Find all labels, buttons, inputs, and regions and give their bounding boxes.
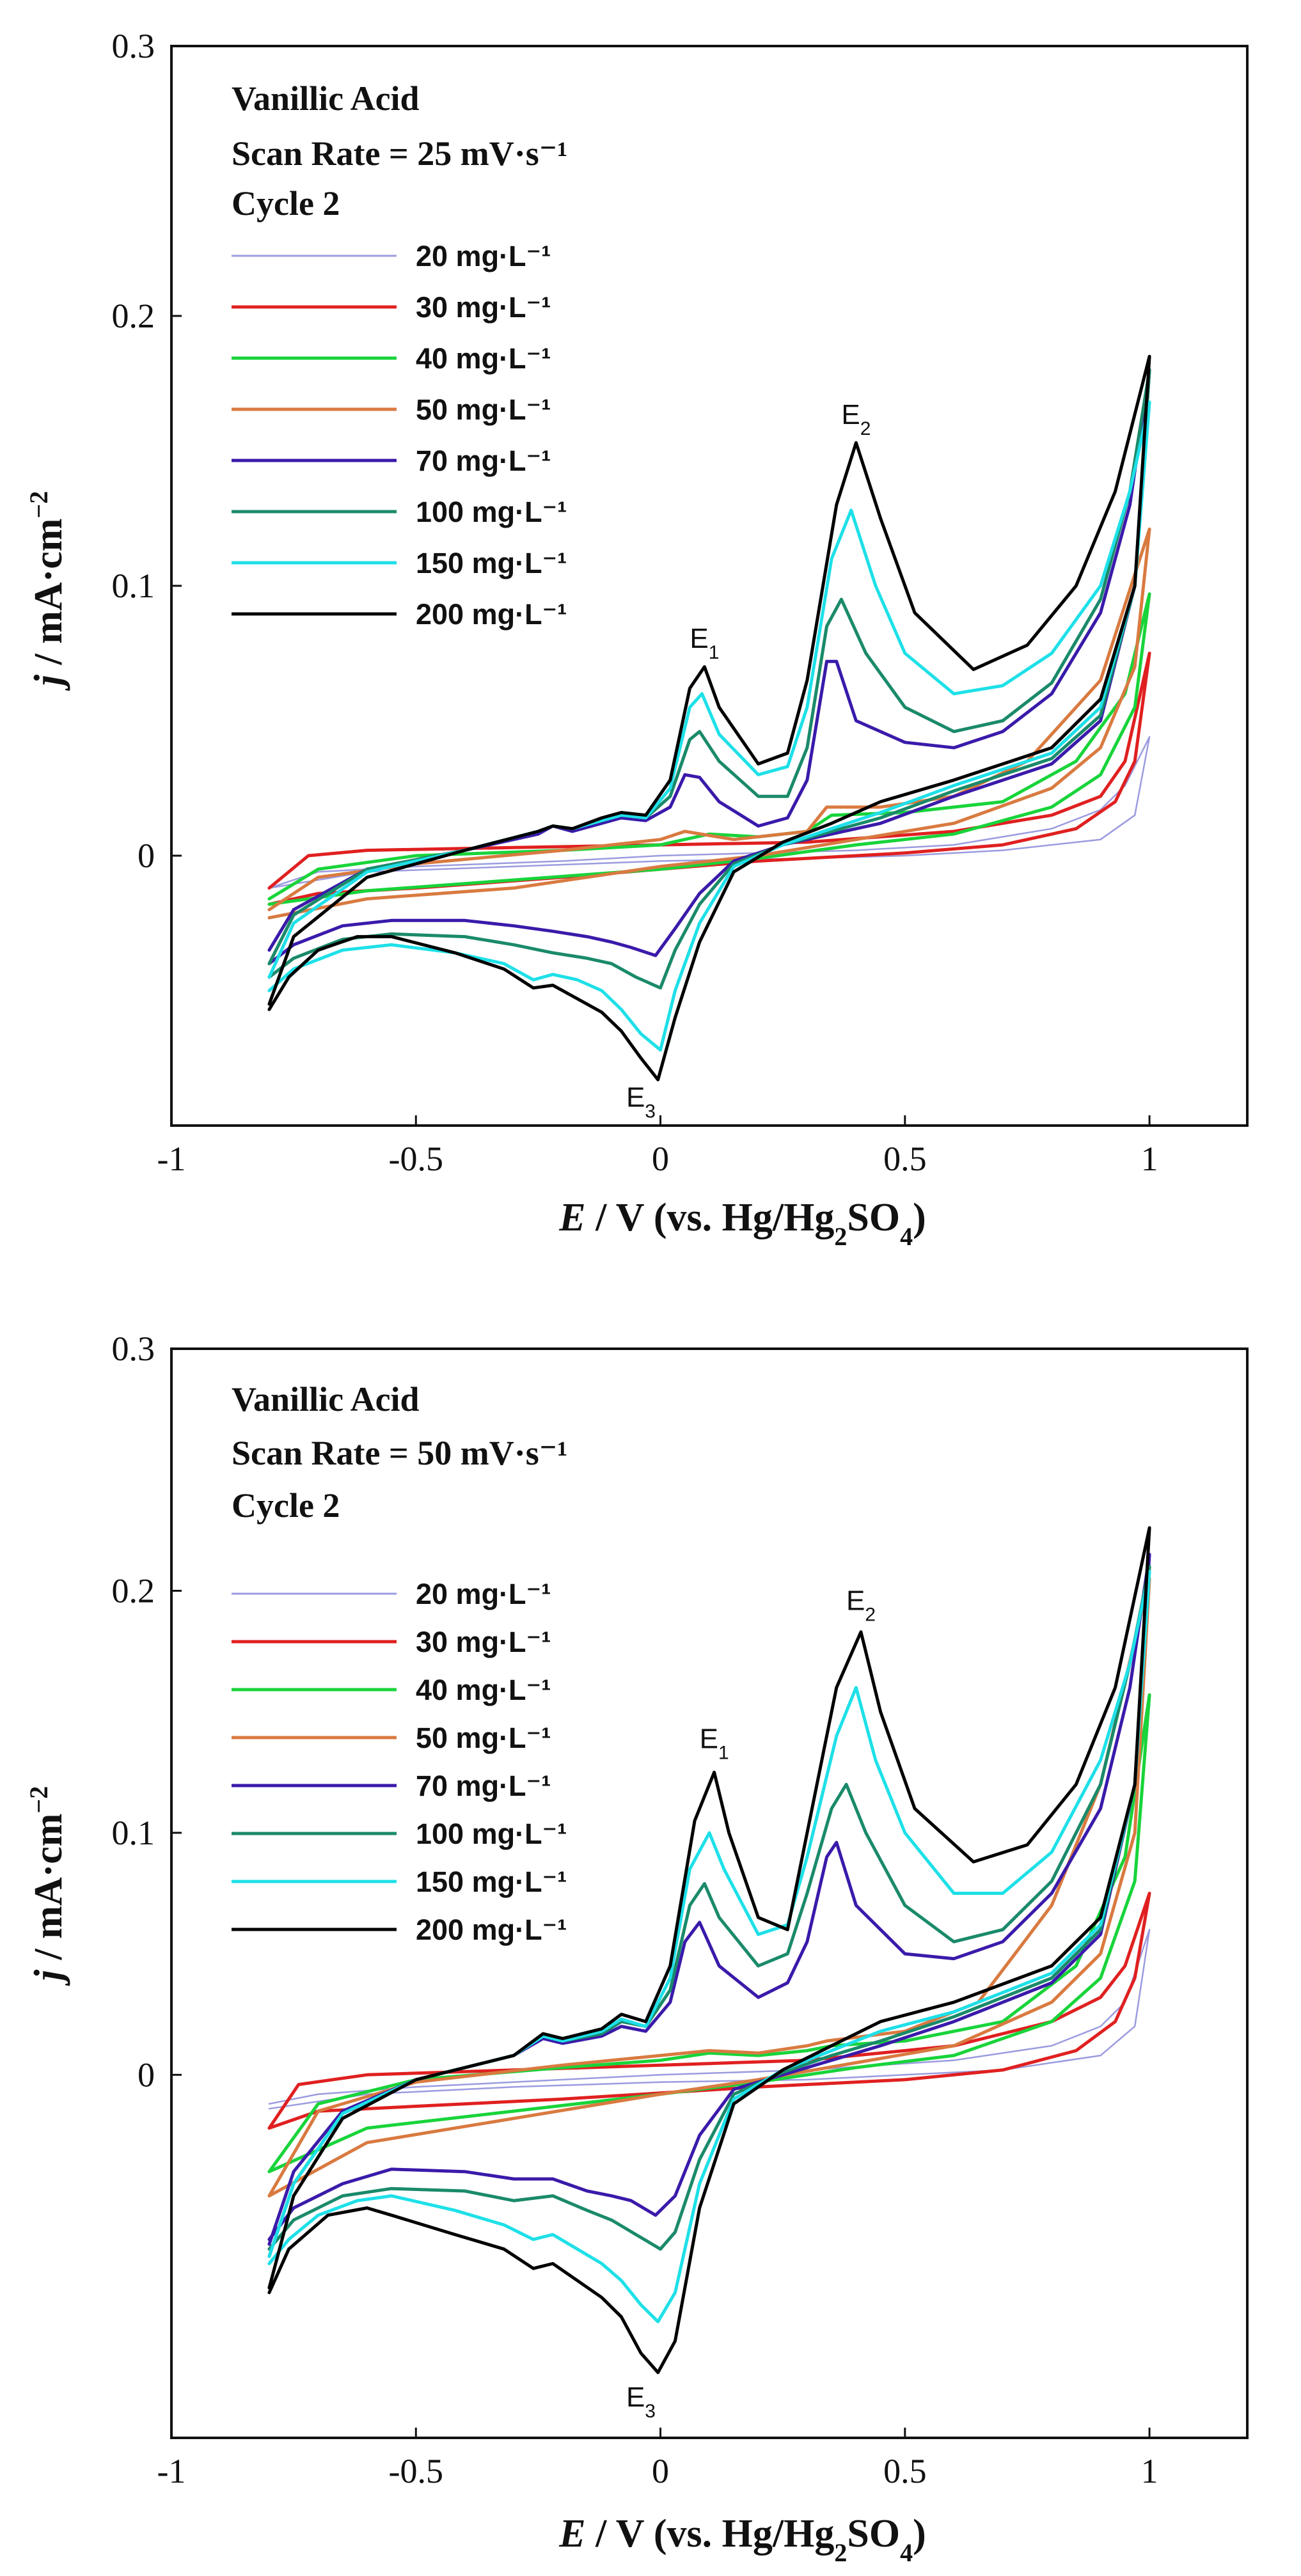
x-tick-label: -0.5 <box>389 2452 443 2490</box>
x-axis-ticks: -1 -0.5 0 0.5 1 <box>157 1115 1158 1178</box>
legend-label-8: 200 mg·L⁻¹ <box>416 598 567 631</box>
legend-label-2: 30 mg·L⁻¹ <box>416 291 551 324</box>
legend-label-7: 150 mg·L⁻¹ <box>416 547 567 579</box>
series-line-8 <box>267 354 1151 1081</box>
legend-label-2: 30 mg·L⁻¹ <box>416 1626 551 1658</box>
x-axis-title-mid: SO <box>847 1196 900 1239</box>
y-tick-label: 0.1 <box>112 567 155 605</box>
x-tick-label: 1 <box>1141 2452 1158 2490</box>
y-tick-label: 0.2 <box>112 297 155 335</box>
plot-frame <box>170 1347 1249 2439</box>
series-line-4 <box>267 1577 1151 2198</box>
legend-label-1: 20 mg·L⁻¹ <box>416 240 551 272</box>
x-axis-title-symbol: E <box>558 2512 585 2556</box>
curve-layer <box>267 354 1151 1081</box>
series-line-5 <box>267 1553 1151 2246</box>
series-line-8 <box>267 1526 1151 2375</box>
y-axis-title-text: / mA·cm <box>27 519 70 675</box>
legend-label-7: 150 mg·L⁻¹ <box>416 1865 567 1898</box>
peak-label-E2: E2 <box>846 1585 876 1626</box>
legend-label-6: 100 mg·L⁻¹ <box>416 1818 567 1850</box>
y-axis-title-text: / mA·cm <box>27 1814 70 1970</box>
series-line-4 <box>267 527 1151 920</box>
annotation-scan-rate: Scan Rate = 25 mV·s⁻¹ <box>232 134 567 173</box>
legend-label-1: 20 mg·L⁻¹ <box>416 1578 551 1610</box>
y-axis-title-symbol: j <box>27 674 70 691</box>
x-axis-title: E / V (vs. Hg/Hg2SO4) <box>558 1196 926 1251</box>
x-axis-title-text: / V (vs. Hg/Hg <box>586 2512 835 2556</box>
annotation-cycle: Cycle 2 <box>232 184 340 223</box>
series-line-5 <box>267 368 1151 966</box>
x-axis-title-sub2: 4 <box>900 2538 913 2567</box>
peak-label-E3: E3 <box>626 1081 656 1122</box>
peak-label-E1: E1 <box>700 1723 729 1763</box>
y-tick-label: 0.3 <box>112 1330 155 1368</box>
y-axis-ticks: 0 0.1 0.2 0.3 <box>112 1330 182 2094</box>
y-axis-title: j / mA·cm−2 <box>24 491 71 692</box>
legend: 20 mg·L⁻¹ 30 mg·L⁻¹ 40 mg·L⁻¹ 50 mg·L⁻¹ 70 m… <box>232 1578 567 1946</box>
series-line-3 <box>267 1693 1151 2174</box>
legend-label-3: 40 mg·L⁻¹ <box>416 342 551 375</box>
x-axis-title-sub1: 2 <box>834 1222 847 1251</box>
x-axis-title-symbol: E <box>558 1196 585 1239</box>
series-line-6 <box>267 1565 1151 2258</box>
x-axis-title-sub2: 4 <box>900 1222 913 1251</box>
y-axis-title-sup: −2 <box>24 1786 53 1814</box>
annotation-compound: Vanillic Acid <box>232 1380 420 1418</box>
y-axis-ticks: 0 0.1 0.2 0.3 <box>112 27 182 875</box>
legend-label-3: 40 mg·L⁻¹ <box>416 1674 551 1706</box>
y-tick-label: 0 <box>138 2055 155 2094</box>
x-axis-ticks: -1 -0.5 0 0.5 1 <box>157 2428 1158 2490</box>
peak-label-E3: E3 <box>626 2382 656 2422</box>
legend-label-4: 50 mg·L⁻¹ <box>416 1722 551 1754</box>
y-axis-title-sup: −2 <box>24 491 53 519</box>
curve-layer <box>267 1526 1151 2375</box>
y-tick-label: 0.2 <box>112 1571 155 1610</box>
legend-label-8: 200 mg·L⁻¹ <box>416 1913 567 1946</box>
x-axis-title-sub1: 2 <box>834 2538 847 2567</box>
peak-labels: E1 E2 E3 <box>626 399 871 1122</box>
x-tick-label: 0.5 <box>883 2452 927 2490</box>
x-tick-label: 0 <box>652 2452 669 2490</box>
series-line-7 <box>267 400 1151 1052</box>
peak-label-E1: E1 <box>690 623 719 663</box>
series-line-7 <box>267 1569 1151 2323</box>
y-tick-label: 0.3 <box>112 27 155 65</box>
x-axis-title-mid: SO <box>847 2512 900 2556</box>
x-tick-label: -1 <box>157 2452 186 2490</box>
x-tick-label: -1 <box>157 1140 186 1178</box>
x-tick-label: 0.5 <box>883 1140 927 1178</box>
annotation-compound: Vanillic Acid <box>232 79 420 118</box>
legend-label-5: 70 mg·L⁻¹ <box>416 1770 551 1802</box>
x-axis-title: E / V (vs. Hg/Hg2SO4) <box>558 2512 926 2567</box>
y-axis-title: j / mA·cm−2 <box>24 1786 71 1987</box>
peak-label-E2: E2 <box>841 399 871 439</box>
x-axis-title-text: / V (vs. Hg/Hg <box>586 1196 835 1239</box>
x-axis-title-end: ) <box>913 1196 926 1239</box>
x-tick-label: -0.5 <box>389 1140 443 1178</box>
legend-label-4: 50 mg·L⁻¹ <box>416 393 551 426</box>
peak-labels: E1 E2 E3 <box>626 1585 876 2422</box>
annotation-scan-rate: Scan Rate = 50 mV·s⁻¹ <box>232 1434 567 1472</box>
y-tick-label: 0 <box>138 836 155 875</box>
x-tick-label: 1 <box>1141 1140 1158 1178</box>
annotation-cycle: Cycle 2 <box>232 1486 340 1525</box>
y-axis-title-symbol: j <box>27 1969 70 1986</box>
legend-label-5: 70 mg·L⁻¹ <box>416 444 551 477</box>
x-axis-title-end: ) <box>913 2512 926 2556</box>
x-tick-label: 0 <box>652 1140 669 1178</box>
legend: 20 mg·L⁻¹ 30 mg·L⁻¹ 40 mg·L⁻¹ 50 mg·L⁻¹ 70 m… <box>232 240 567 631</box>
legend-label-6: 100 mg·L⁻¹ <box>416 496 567 528</box>
y-tick-label: 0.1 <box>112 1814 155 1852</box>
